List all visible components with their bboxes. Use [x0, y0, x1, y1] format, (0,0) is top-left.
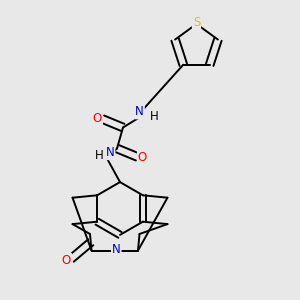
Text: H: H	[149, 110, 158, 124]
Text: H: H	[94, 148, 103, 162]
Text: N: N	[106, 146, 115, 159]
Text: N: N	[135, 105, 144, 119]
Text: S: S	[193, 16, 200, 29]
Text: O: O	[93, 112, 102, 125]
Text: O: O	[62, 254, 71, 267]
Text: O: O	[138, 151, 147, 164]
Text: N: N	[112, 243, 121, 256]
